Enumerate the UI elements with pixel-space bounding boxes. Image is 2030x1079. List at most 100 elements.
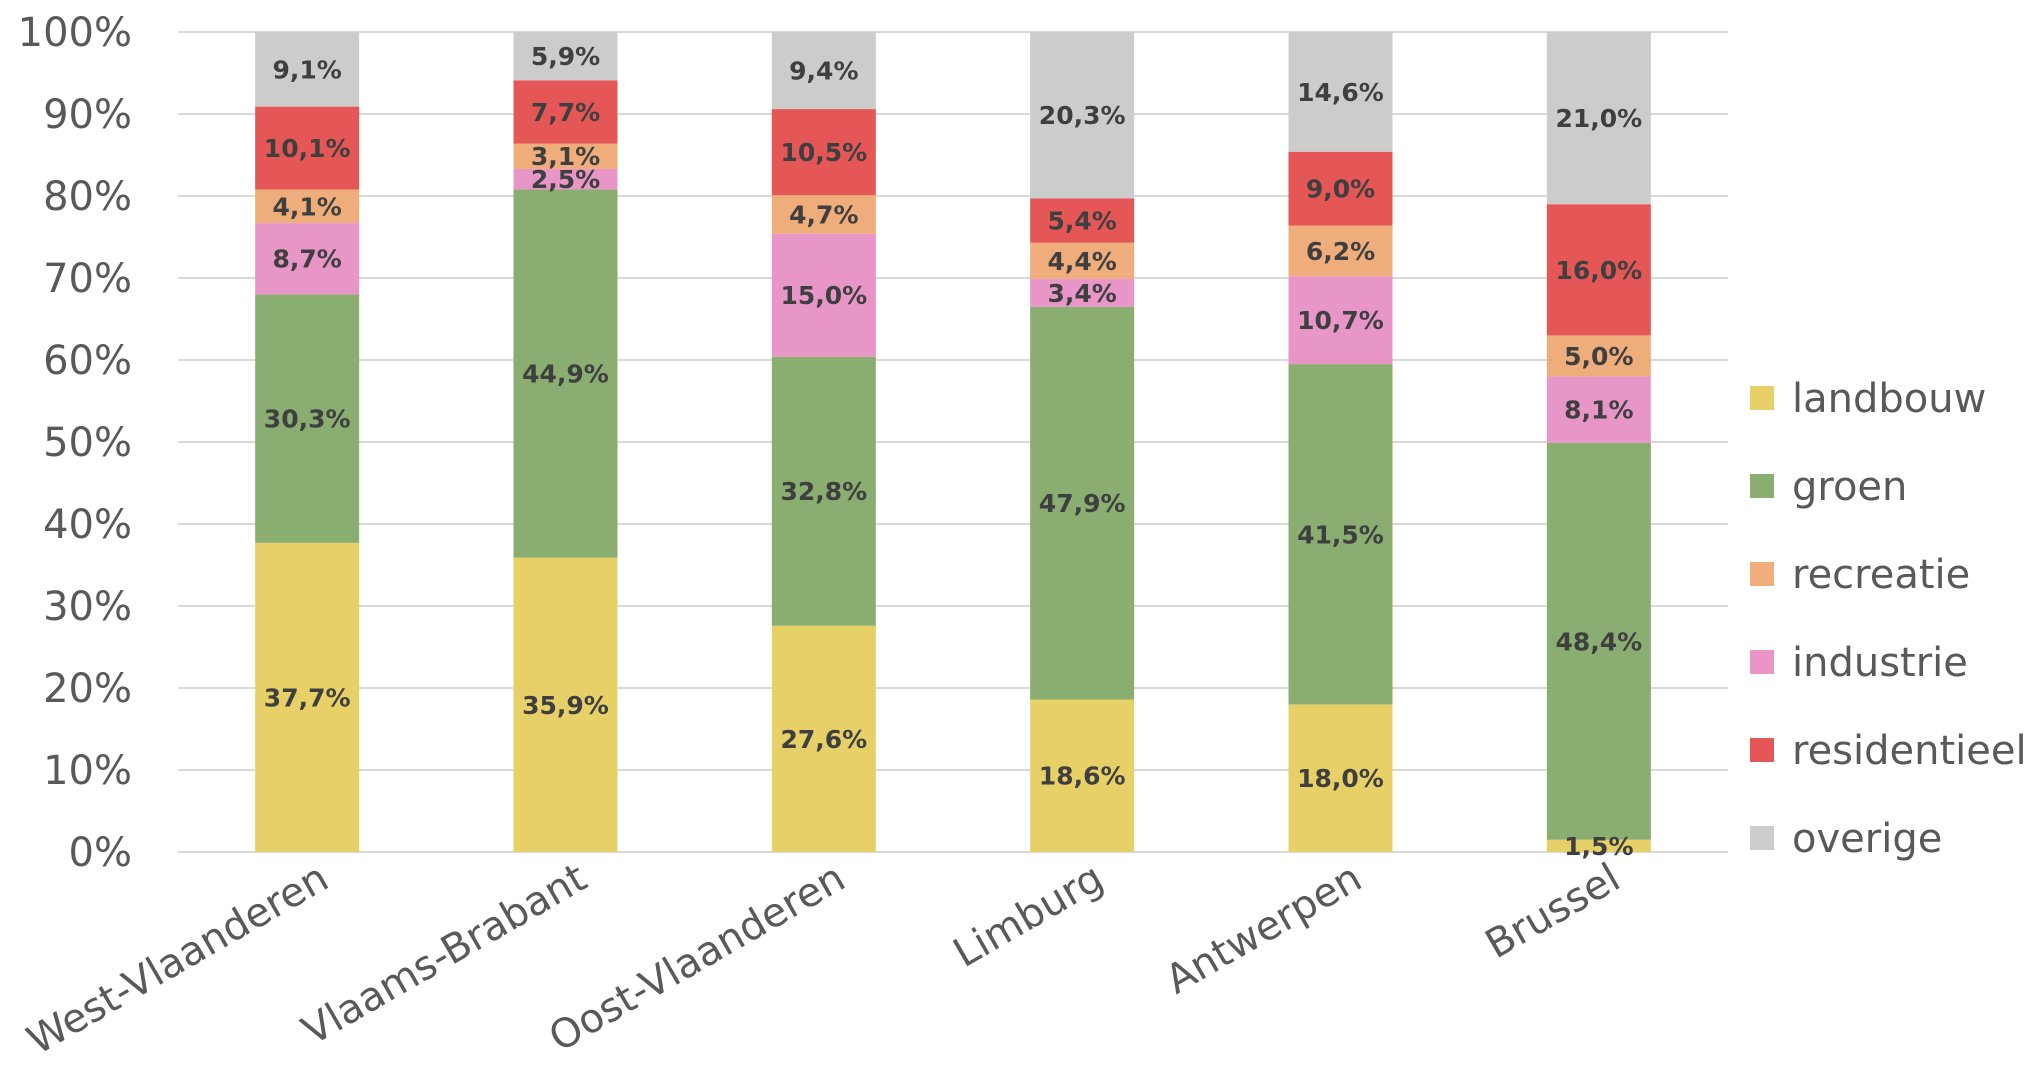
data-label: 4,4% (1047, 247, 1116, 276)
data-label: 8,7% (272, 245, 341, 274)
bar-stacks (255, 32, 1651, 852)
data-label: 18,6% (1039, 762, 1126, 791)
bar-segment-groen (771, 356, 876, 626)
data-label: 21,0% (1555, 104, 1642, 133)
bar-segment-residentieel (1030, 198, 1135, 243)
bar-segment-recreatie (255, 189, 360, 224)
data-label: 4,1% (272, 192, 341, 221)
bar-segment-landbouw (1288, 704, 1393, 852)
x-tick-label: West-Vlaanderen (20, 855, 336, 1064)
bar-segment-residentieel (1546, 204, 1651, 336)
data-label: 16,0% (1555, 256, 1642, 285)
legend-swatch-residentieel (1750, 738, 1774, 762)
bar-segment-recreatie (771, 195, 876, 234)
data-label: 4,7% (789, 200, 858, 229)
data-label: 10,5% (780, 138, 867, 167)
data-label: 30,3% (264, 405, 351, 434)
data-label: 8,1% (1564, 396, 1633, 425)
bar-segment-landbouw (513, 557, 618, 852)
bar-segment-residentieel (1288, 151, 1393, 226)
legend-swatch-recreatie (1750, 562, 1774, 586)
bar-segment-overige (255, 32, 360, 107)
legend-swatch-overige (1750, 826, 1774, 850)
y-tick-label: 40% (43, 502, 132, 548)
bar-segment-industrie (255, 223, 360, 295)
bar-segment-recreatie (1288, 225, 1393, 277)
bar-segment-recreatie (1030, 242, 1135, 279)
bar-segment-residentieel (513, 80, 618, 144)
y-tick-label: 100% (18, 10, 132, 56)
bar-segment-overige (1288, 32, 1393, 152)
bar-segment-groen (255, 294, 360, 543)
y-tick-label: 60% (43, 338, 132, 384)
data-label: 6,2% (1306, 237, 1375, 266)
legend-label-recreatie: recreatie (1792, 552, 1970, 598)
bar-segment-groen (513, 189, 618, 558)
legend-label-landbouw: landbouw (1792, 376, 1986, 422)
data-label: 27,6% (780, 725, 867, 754)
bar-segment-landbouw (1546, 839, 1651, 852)
bar-segment-industrie (513, 168, 618, 190)
y-axis-tick-labels: 0% 10% 20% 30% 40% 50% 60% 70% 80% 90% 100% (18, 10, 132, 876)
data-label: 15,0% (780, 281, 867, 310)
bar-segment-residentieel (771, 109, 876, 196)
data-label: 35,9% (522, 691, 609, 720)
data-label: 47,9% (1039, 489, 1126, 518)
x-axis-tick-labels: West-VlaanderenVlaams-BrabantOost-Vlaand… (20, 855, 1628, 1064)
bar-segment-industrie (1288, 276, 1393, 365)
y-tick-label: 0% (69, 830, 132, 876)
y-tick-label: 10% (43, 748, 132, 794)
bar-segment-landbouw (1030, 699, 1135, 852)
y-tick-label: 80% (43, 174, 132, 220)
legend-swatch-landbouw (1750, 386, 1774, 410)
legend-label-groen: groen (1792, 464, 1907, 510)
bar-segment-industrie (1546, 376, 1651, 443)
legend-label-industrie: industrie (1792, 640, 1968, 686)
data-label: 37,7% (264, 683, 351, 712)
y-tick-label: 70% (43, 256, 132, 302)
bar-segment-overige (1030, 32, 1135, 199)
y-tick-label: 50% (43, 420, 132, 466)
data-label: 9,1% (272, 55, 341, 84)
data-label: 32,8% (780, 477, 867, 506)
data-label: 5,0% (1564, 342, 1633, 371)
data-label: 14,6% (1297, 78, 1384, 107)
bar-segment-overige (513, 32, 618, 81)
data-label: 20,3% (1039, 101, 1126, 130)
data-label: 3,1% (531, 142, 600, 171)
gridlines (178, 31, 1728, 853)
y-tick-label: 30% (43, 584, 132, 630)
data-label: 1,5% (1564, 832, 1633, 861)
x-tick-label: Limburg (946, 855, 1111, 977)
bar-segment-industrie (1030, 278, 1135, 307)
bar-segment-industrie (771, 233, 876, 357)
data-label: 7,7% (531, 98, 600, 127)
data-label: 5,4% (1047, 207, 1116, 236)
bar-segment-landbouw (255, 542, 360, 852)
bar-segment-landbouw (771, 625, 876, 852)
y-tick-label: 90% (43, 92, 132, 138)
bar-segment-overige (771, 32, 876, 110)
bar-segment-residentieel (255, 106, 360, 190)
legend: landbouw groen recreatie industrie residenti… (1750, 376, 2027, 862)
bar-segment-groen (1546, 442, 1651, 840)
data-label: 18,0% (1297, 764, 1384, 793)
legend-label-residentieel: residentieel (1792, 728, 2027, 774)
data-label: 2,5% (531, 165, 600, 194)
bar-segment-groen (1288, 364, 1393, 705)
legend-swatch-industrie (1750, 650, 1774, 674)
data-label: 5,9% (531, 42, 600, 71)
x-tick-label: Brussel (1478, 855, 1628, 968)
bar-segment-overige (1546, 32, 1651, 205)
data-label: 3,4% (1047, 279, 1116, 308)
data-label: 10,1% (264, 134, 351, 163)
data-label: 9,0% (1306, 175, 1375, 204)
legend-label-overige: overige (1792, 816, 1942, 862)
bar-segment-recreatie (1546, 335, 1651, 377)
bar-segment-recreatie (513, 143, 618, 169)
data-label: 9,4% (789, 57, 858, 86)
data-label: 44,9% (522, 360, 609, 389)
data-label: 48,4% (1555, 627, 1642, 656)
y-tick-label: 20% (43, 666, 132, 712)
